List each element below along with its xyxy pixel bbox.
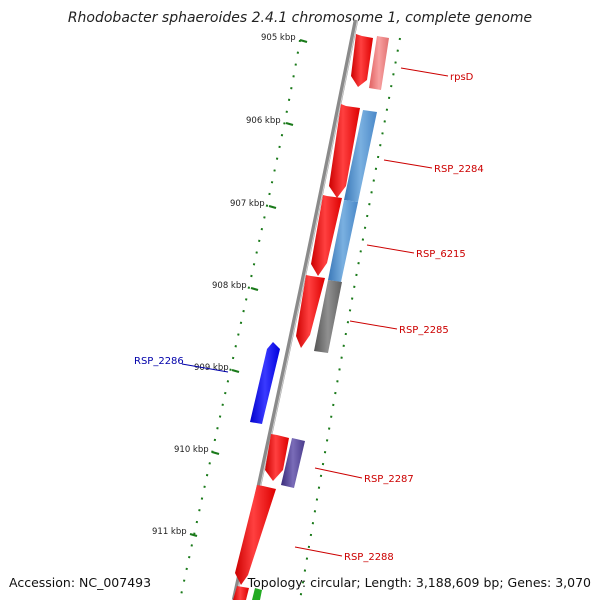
gene-label-RSP-2288[interactable]: RSP_2288 bbox=[344, 552, 394, 563]
gene-arrow-RSP-2284[interactable] bbox=[329, 104, 360, 198]
gene-arrow-RSP-2288[interactable] bbox=[235, 485, 276, 585]
gene-arrow-RSP-6215[interactable] bbox=[311, 195, 342, 276]
tick-label-910: 910 kbp bbox=[174, 445, 209, 455]
cds-rpsD[interactable] bbox=[369, 36, 389, 90]
gene-arrow-RSP-2285[interactable] bbox=[296, 275, 325, 348]
kbp-tick-marks bbox=[189, 38, 308, 538]
gene-label-RSP-6215[interactable]: RSP_6215 bbox=[416, 249, 466, 260]
gene-label-leaders bbox=[181, 67, 449, 557]
chromosome-backbone-highlight bbox=[235, 19, 358, 600]
gene-arrow-next[interactable] bbox=[233, 586, 249, 600]
kbp-tick-labels: 905 kbp 906 kbp 907 kbp 908 kbp 909 kbp … bbox=[152, 33, 296, 537]
tick-label-911: 911 kbp bbox=[152, 527, 187, 537]
gene-label-RSP-2287[interactable]: RSP_2287 bbox=[364, 474, 414, 485]
cds-RSP-2285[interactable] bbox=[314, 280, 342, 353]
gene-label-RSP-2285[interactable]: RSP_2285 bbox=[399, 325, 449, 336]
tick-label-909: 909 kbp bbox=[194, 363, 229, 373]
gene-arrows bbox=[233, 34, 373, 600]
gene-label-RSP-2284[interactable]: RSP_2284 bbox=[434, 164, 484, 175]
gene-label-RSP-2286[interactable]: RSP_2286 bbox=[134, 356, 184, 367]
cds-green-partial[interactable] bbox=[252, 588, 262, 600]
tick-label-907: 907 kbp bbox=[230, 199, 265, 209]
inner-tick-track bbox=[179, 39, 301, 600]
chromosome-backbone bbox=[231, 19, 359, 600]
genome-summary-text: Topology: circular; Length: 3,188,609 bp… bbox=[247, 575, 591, 590]
tick-label-908: 908 kbp bbox=[212, 281, 247, 291]
cds-features bbox=[252, 36, 389, 600]
cds-RSP-2287[interactable] bbox=[281, 438, 305, 488]
tick-label-906: 906 kbp bbox=[246, 116, 281, 126]
gene-arrow-rpsD[interactable] bbox=[351, 34, 373, 87]
gene-label-rpsD[interactable]: rpsD bbox=[450, 72, 474, 83]
map-title: Rhodobacter sphaeroides 2.4.1 chromosome… bbox=[67, 10, 533, 26]
gene-labels: rpsD RSP_2284 RSP_6215 RSP_2285 RSP_2286… bbox=[134, 72, 484, 563]
cds-RSP-2284[interactable] bbox=[344, 110, 377, 202]
gene-arrow-RSP-2286[interactable] bbox=[250, 342, 280, 424]
gene-arrow-RSP-2287[interactable] bbox=[265, 434, 289, 481]
accession-text: Accession: NC_007493 bbox=[9, 575, 152, 590]
tick-label-905: 905 kbp bbox=[261, 33, 296, 43]
cds-RSP-6215[interactable] bbox=[328, 200, 358, 282]
